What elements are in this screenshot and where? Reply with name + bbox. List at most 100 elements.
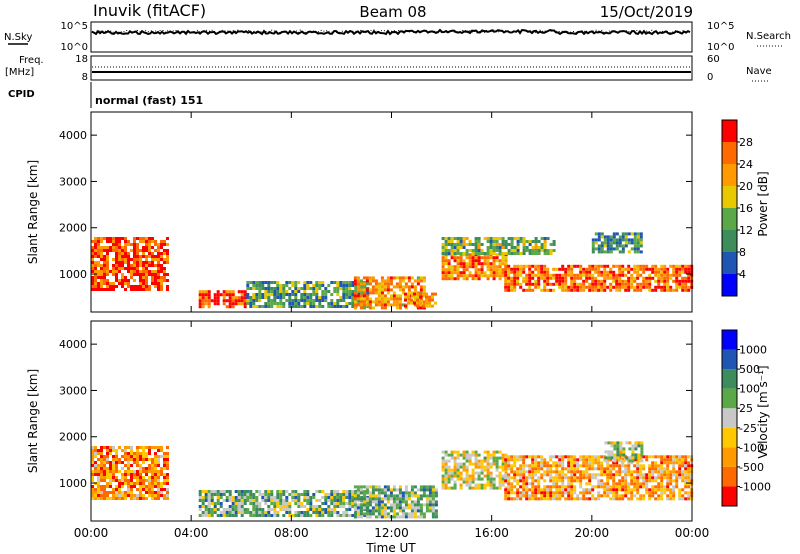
velocity-cell-5 [558, 461, 562, 465]
power-cell-6 [462, 237, 466, 240]
velocity-cell-5 [534, 467, 538, 471]
power-cell-6 [474, 246, 478, 249]
velocity-cell-2 [270, 502, 274, 505]
power-cell-7 [663, 285, 667, 289]
velocity-cell-3 [353, 494, 357, 498]
velocity-cell-4 [501, 480, 505, 484]
power-cell-6 [486, 252, 490, 255]
velocity-cell-5 [654, 488, 658, 492]
velocity-cell-5 [606, 476, 610, 480]
power-cell-8 [603, 250, 607, 254]
power-cell-5 [474, 259, 478, 263]
velocity-cell-5 [651, 464, 655, 468]
velocity-cell-5 [582, 476, 586, 480]
velocity-cell-4 [483, 450, 487, 454]
velocity-cell-5 [528, 464, 532, 468]
power-cell-7 [585, 276, 589, 280]
velocity-cell-3 [422, 503, 426, 507]
power-cell-7 [585, 267, 589, 271]
power-ytick-label-2: 2000 [59, 222, 87, 235]
power-cell-0 [121, 285, 124, 288]
velocity-cell-1 [231, 505, 235, 508]
velocity-cell-5 [588, 482, 592, 486]
velocity-cell-3 [392, 497, 396, 501]
power-cell-5 [456, 262, 460, 266]
power-cell-0 [106, 288, 109, 291]
velocity-cell-1 [231, 496, 235, 499]
time-axis-label: Time UT [365, 541, 416, 554]
velocity-cell-2 [285, 496, 289, 499]
power-cell-0 [160, 252, 163, 255]
velocity-cell-1 [231, 502, 235, 505]
velocity-cell-4 [504, 462, 508, 466]
velocity-cell-1 [240, 514, 244, 517]
velocity-cell-5 [579, 476, 583, 480]
power-cell-3 [386, 282, 390, 286]
power-cell-6 [465, 237, 469, 240]
velocity-cell-5 [558, 497, 562, 501]
power-cell-8 [624, 232, 628, 236]
power-cell-8 [633, 235, 637, 239]
power-cell-0 [103, 255, 106, 258]
power-cell-0 [109, 270, 112, 273]
power-cell-6 [501, 243, 505, 246]
power-cell-5 [477, 262, 481, 266]
power-cell-6 [504, 252, 508, 255]
velocity-cell-0 [121, 482, 124, 485]
power-cell-2 [258, 290, 262, 293]
power-cell-7 [513, 282, 517, 286]
velocity-cell-4 [492, 453, 496, 457]
power-cell-1 [213, 299, 217, 303]
velocity-cell-1 [219, 514, 223, 517]
power-cell-2 [300, 287, 304, 290]
power-cell-7 [576, 288, 580, 292]
velocity-cell-5 [606, 479, 610, 483]
power-cell-7 [642, 282, 646, 286]
velocity-cell-4 [453, 459, 457, 463]
power-cell-7 [555, 276, 559, 280]
velocity-cell-4 [441, 474, 445, 478]
velocity-cell-0 [124, 482, 127, 485]
velocity-cell-5 [636, 473, 640, 477]
power-cell-3 [389, 288, 393, 292]
power-cell-7 [609, 273, 613, 277]
power-cell-3 [419, 285, 423, 289]
power-cell-5 [456, 268, 460, 272]
velocity-cell-5 [669, 491, 673, 495]
velocity-cell-3 [365, 506, 369, 510]
velocity-cell-0 [139, 485, 142, 488]
power-cell-0 [145, 261, 148, 264]
power-cell-5 [492, 265, 496, 269]
power-cell-7 [531, 273, 535, 277]
velocity-cell-0 [163, 455, 166, 458]
velocity-cell-5 [537, 476, 541, 480]
velocity-cell-5 [516, 488, 520, 492]
velocity-cell-1 [225, 508, 229, 511]
power-cell-5 [471, 259, 475, 263]
velocity-cell-5 [603, 470, 607, 474]
power-cell-7 [504, 267, 508, 271]
power-cell-6 [510, 246, 514, 249]
velocity-cell-5 [582, 461, 586, 465]
power-cell-3 [422, 276, 426, 280]
velocity-cell-1 [207, 514, 211, 517]
velocity-cell-2 [267, 514, 271, 517]
power-cell-3 [356, 297, 360, 301]
power-cell-7 [579, 267, 583, 271]
power-cell-1 [243, 299, 247, 303]
velocity-cell-0 [139, 491, 142, 494]
power-cell-5 [477, 256, 481, 260]
velocity-cell-2 [330, 490, 334, 493]
power-cell-0 [139, 249, 142, 252]
velocity-cell-0 [148, 491, 151, 494]
power-cell-0 [106, 261, 109, 264]
power-cell-2 [255, 293, 259, 296]
velocity-cell-5 [684, 470, 688, 474]
velocity-cell-5 [633, 464, 637, 468]
power-cell-0 [139, 237, 142, 240]
power-cell-7 [594, 279, 598, 283]
velocity-cell-5 [573, 464, 577, 468]
velocity-cell-0 [106, 497, 109, 500]
velocity-cell-4 [501, 456, 505, 460]
power-cell-0 [91, 240, 94, 243]
